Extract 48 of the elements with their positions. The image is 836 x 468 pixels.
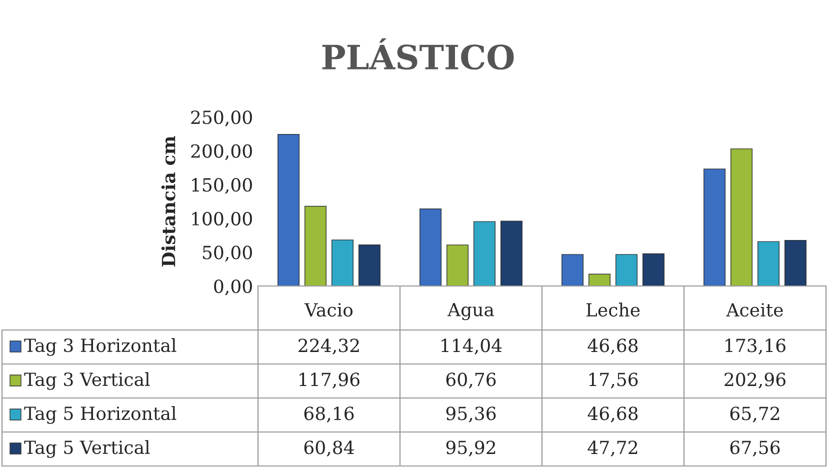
y-tick-label: 150,00: [192, 178, 252, 194]
x-tick-label: Vacio: [304, 303, 353, 317]
data-label: 95,36: [446, 406, 496, 422]
bar: [500, 220, 522, 286]
legend-label: Tag 5 Horizontal: [24, 406, 176, 424]
x-tick-label: Agua: [447, 302, 494, 320]
y-tick-label: 100,00: [192, 212, 252, 228]
bar: [642, 253, 664, 286]
data-label: 46,68: [588, 406, 638, 422]
data-label: 47,72: [588, 440, 638, 456]
bar: [757, 241, 780, 286]
bar: [331, 240, 354, 286]
bar: [420, 208, 442, 286]
bar: [446, 244, 469, 286]
data-label: 117,96: [300, 372, 360, 388]
data-label: 68,16: [304, 406, 354, 422]
data-label: 46,68: [588, 338, 638, 354]
data-label: 65,72: [730, 406, 780, 422]
legend-label: Tag 5 Vertical: [24, 440, 150, 458]
data-label: 95,92: [446, 440, 496, 456]
bar: [473, 221, 496, 286]
y-tick-label: 0,00: [214, 279, 252, 296]
bar: [704, 168, 726, 286]
chart-title: PLÁSTICO: [322, 38, 514, 70]
data-label: 202,96: [724, 372, 786, 388]
bar: [562, 254, 584, 286]
data-label: 60,76: [446, 372, 496, 388]
y-tick-label: 200,00: [191, 144, 252, 160]
data-label: 17,56: [589, 372, 638, 388]
data-label: 173,16: [726, 338, 786, 354]
bar: [615, 254, 638, 286]
bar: [358, 244, 380, 286]
bar: [304, 206, 327, 286]
y-tick-label: 250,00: [191, 110, 252, 126]
bar: [278, 134, 300, 286]
y-tick-label: 50,00: [202, 246, 252, 262]
x-tick-label: Aceite: [726, 303, 783, 317]
bar: [588, 274, 611, 286]
data-label: 224,32: [298, 338, 359, 354]
data-label: 60,84: [304, 440, 354, 456]
data-label: 67,56: [730, 440, 780, 456]
legend-label: Tag 3 Vertical: [24, 372, 150, 390]
x-tick-label: Leche: [586, 302, 640, 317]
data-label: 114,04: [442, 338, 502, 354]
bar: [730, 148, 753, 286]
y-axis-title: Distancia cm: [161, 136, 176, 267]
bar: [784, 240, 806, 286]
legend-label: Tag 3 Horizontal: [24, 338, 176, 356]
